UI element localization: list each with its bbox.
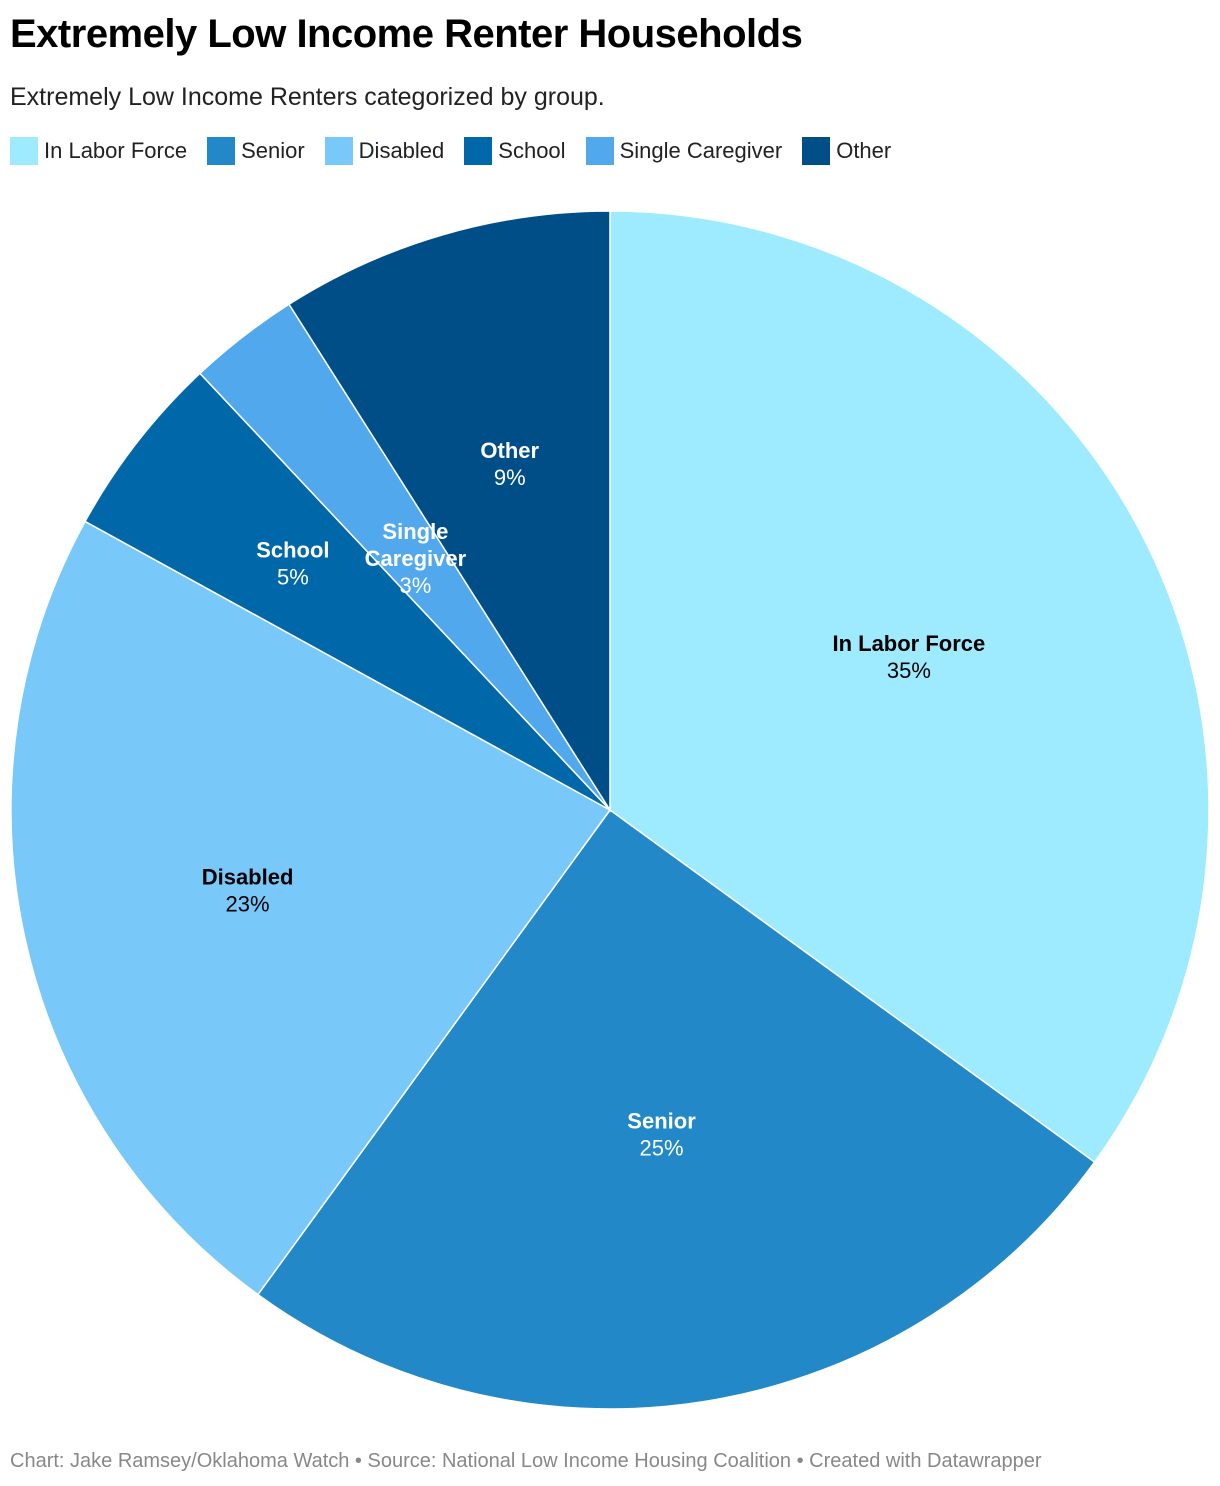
- slice-value: 3%: [400, 573, 432, 598]
- legend-label: Other: [836, 138, 892, 163]
- slice-name: Disabled: [202, 864, 294, 889]
- slice-name: Other: [480, 438, 539, 463]
- legend-item: In Labor Force: [10, 137, 187, 165]
- pie-chart: In Labor Force 35% Senior 25% Disabled 23% Sch…: [10, 210, 1210, 1410]
- slice-name: Senior: [627, 1109, 696, 1134]
- chart-footer: Chart: Jake Ramsey/Oklahoma Watch • Sour…: [10, 1450, 1042, 1472]
- legend-item: Other: [802, 137, 891, 165]
- slice-name: Caregiver: [365, 546, 467, 571]
- slice-name: School: [256, 537, 329, 562]
- legend-swatch: [464, 137, 493, 165]
- legend-label: In Labor Force: [44, 138, 188, 163]
- legend-swatch: [207, 137, 236, 165]
- legend-item: Single Caregiver: [585, 137, 783, 165]
- slice-value: 5%: [277, 564, 309, 589]
- chart-legend: In Labor Force Senior Disabled School Si…: [10, 137, 911, 165]
- legend-label: Single Caregiver: [619, 138, 783, 163]
- pie-slice-senior: [256, 808, 1096, 1410]
- legend-label: Disabled: [358, 138, 445, 163]
- legend-item: School: [464, 137, 566, 165]
- slice-name: Single: [382, 519, 448, 544]
- pie-slice-in-labor-force: [609, 210, 1210, 1164]
- legend-label: School: [498, 138, 566, 163]
- slice-name: In Labor Force: [832, 631, 985, 656]
- slice-label: Disabled 23%: [202, 864, 294, 916]
- slice-label: School 5%: [256, 537, 329, 589]
- legend-swatch: [585, 137, 614, 165]
- slice-value: 23%: [226, 891, 270, 916]
- slice-label: Senior 25%: [627, 1109, 696, 1161]
- slice-label: Other 9%: [480, 438, 539, 490]
- legend-label: Senior: [241, 138, 305, 163]
- legend-item: Senior: [207, 137, 305, 165]
- chart-title: Extremely Low Income Renter Households: [10, 12, 803, 56]
- legend-swatch: [10, 137, 38, 165]
- slice-value: 35%: [887, 658, 931, 683]
- chart-subtitle: Extremely Low Income Renters categorized…: [10, 83, 605, 111]
- slice-label: Single Caregiver 3%: [365, 519, 467, 598]
- slice-label: In Labor Force 35%: [832, 631, 985, 683]
- pie-slice-disabled: [10, 520, 612, 1296]
- pie-slice-school: [84, 372, 611, 811]
- pie-slice-other: [288, 210, 611, 813]
- slice-value: 9%: [494, 465, 526, 490]
- legend-swatch: [802, 137, 831, 165]
- legend-item: Disabled: [324, 137, 445, 165]
- slice-value: 25%: [640, 1136, 684, 1161]
- legend-swatch: [324, 137, 353, 165]
